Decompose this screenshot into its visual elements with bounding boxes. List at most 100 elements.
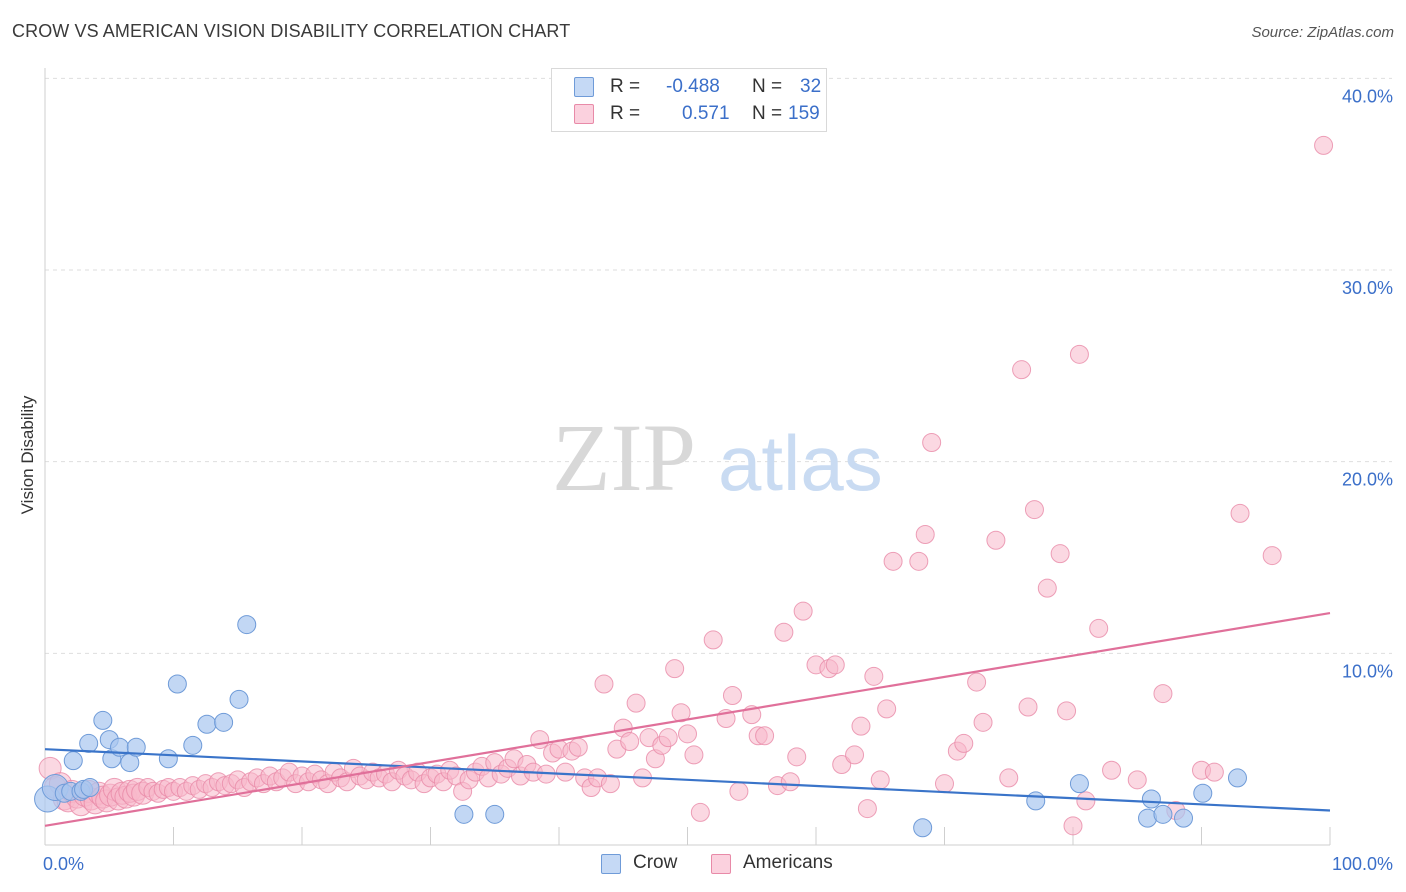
legend-r-label: R =: [610, 76, 641, 97]
data-point-crow: [1069, 774, 1089, 794]
data-point-americans: [954, 733, 974, 753]
data-point-americans: [870, 770, 890, 790]
y-tick-label: 20.0%: [1342, 470, 1393, 490]
data-point-americans: [922, 433, 942, 452]
data-point-americans: [935, 774, 954, 794]
legend-swatch-crow: [574, 77, 594, 97]
data-point-americans: [1050, 544, 1070, 564]
data-point-americans: [684, 745, 704, 765]
y-axis-label: Vision Disability: [18, 395, 37, 515]
grid-lines: [45, 77, 1392, 654]
data-point-crow: [63, 751, 83, 771]
data-point-crow: [158, 749, 178, 769]
data-point-americans: [1063, 816, 1083, 836]
data-point-americans: [857, 799, 877, 819]
data-point-americans: [690, 802, 710, 822]
tick-labels: 10.0% 20.0% 30.0% 40.0% 0.0% 100.0%: [43, 86, 1393, 874]
data-point-crow: [1193, 783, 1213, 803]
data-point-crow: [167, 674, 187, 694]
data-point-crow: [913, 818, 933, 838]
data-point-americans: [973, 712, 993, 732]
bottom-legend-americans: Americans: [711, 852, 861, 876]
data-point-americans: [1018, 697, 1038, 717]
data-point-americans: [825, 655, 845, 675]
data-point-americans: [915, 525, 935, 544]
data-point-americans: [909, 551, 929, 571]
data-point-americans: [1057, 701, 1077, 721]
data-point-crow: [1141, 789, 1161, 809]
data-point-americans: [1069, 344, 1089, 364]
x-tick-label: 0.0%: [43, 854, 84, 874]
legend-n-value: 32: [800, 76, 822, 97]
data-point-americans: [1102, 760, 1122, 780]
data-point-americans: [986, 530, 1006, 550]
data-point-americans: [967, 672, 987, 692]
x-tick-label: 100.0%: [1332, 854, 1393, 874]
data-point-americans: [671, 703, 691, 723]
legend-r-value: -0.488: [666, 76, 720, 97]
legend-swatch-americans: [574, 104, 594, 124]
data-point-crow: [1227, 768, 1247, 788]
bottom-legend-label-americans: Americans: [743, 852, 833, 873]
data-point-americans: [999, 768, 1019, 788]
data-point-americans: [793, 601, 813, 621]
data-point-americans: [658, 728, 678, 748]
data-point-crow: [214, 712, 234, 732]
legend-n-value: 159: [788, 103, 820, 124]
data-point-americans: [626, 693, 646, 713]
data-point-crow: [229, 689, 249, 709]
trend-line-americans: [44, 611, 1331, 827]
legend-n-label: N =: [752, 103, 783, 124]
data-point-americans: [665, 659, 685, 679]
data-point-americans: [600, 774, 620, 794]
y-tick-label: 10.0%: [1342, 661, 1393, 681]
data-point-americans: [1204, 762, 1224, 782]
data-point-americans: [722, 686, 742, 705]
data-point-americans: [703, 630, 723, 650]
data-point-americans: [780, 772, 800, 792]
bottom-legend-swatch-americans: [711, 854, 731, 874]
data-point-crow: [79, 733, 99, 753]
y-tick-label: 30.0%: [1342, 278, 1393, 298]
data-point-americans: [1076, 791, 1096, 811]
legend-n-label: N =: [752, 76, 783, 97]
data-point-americans: [1089, 618, 1109, 638]
bottom-legend-swatch-crow: [601, 854, 621, 874]
y-tick-label: 40.0%: [1342, 86, 1393, 106]
chart-title: CROW VS AMERICAN VISION DISABILITY CORRE…: [12, 21, 571, 41]
data-point-americans: [1012, 360, 1032, 380]
data-point-americans: [877, 699, 897, 719]
data-point-americans: [755, 726, 775, 746]
data-point-americans: [774, 622, 794, 642]
watermark-atlas: atlas: [718, 419, 883, 507]
data-point-americans: [845, 745, 865, 765]
data-point-americans: [832, 755, 852, 774]
bottom-legend-label-crow: Crow: [633, 852, 678, 873]
stats-legend: R = -0.488 N = 32 R = 0.571 N = 159: [551, 68, 827, 132]
data-point-crow: [80, 778, 100, 797]
data-point-americans: [1230, 503, 1250, 523]
data-point-americans: [1262, 546, 1282, 566]
data-point-crow: [1153, 804, 1173, 824]
data-point-americans: [883, 551, 903, 571]
data-point-crow: [485, 804, 505, 824]
data-point-americans: [678, 724, 697, 744]
data-point-americans: [568, 737, 588, 757]
legend-r-label: R =: [610, 103, 641, 124]
data-point-americans: [787, 747, 807, 767]
trend-line-crow: [44, 748, 1331, 812]
data-point-crow: [237, 615, 257, 635]
trend-lines: [44, 611, 1331, 827]
legend-r-value: 0.571: [682, 103, 730, 124]
source-label: Source: ZipAtlas.com: [1251, 24, 1394, 41]
data-point-americans: [1127, 770, 1147, 790]
bottom-legend-crow: Crow: [601, 852, 701, 876]
data-point-americans: [851, 716, 871, 736]
data-point-crow: [454, 804, 474, 824]
data-point-crow: [183, 735, 203, 755]
data-point-americans: [729, 781, 749, 801]
data-point-crow: [126, 737, 146, 757]
data-point-americans: [864, 666, 884, 686]
data-point-americans: [594, 674, 614, 694]
